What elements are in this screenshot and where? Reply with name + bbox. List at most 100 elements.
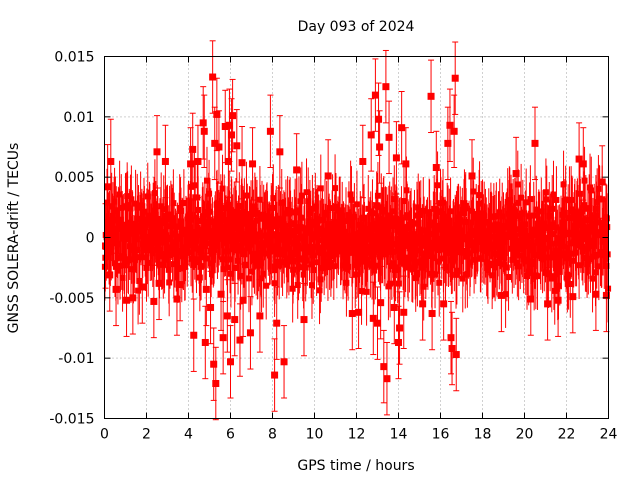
data-point-marker bbox=[369, 314, 377, 322]
data-point-marker bbox=[420, 207, 427, 214]
data-point-marker bbox=[249, 210, 256, 217]
data-point-marker bbox=[348, 310, 356, 318]
x-tick-label: 12 bbox=[348, 427, 366, 443]
data-point-marker bbox=[280, 358, 288, 366]
data-point-marker bbox=[573, 249, 580, 256]
data-point-marker bbox=[114, 267, 121, 274]
data-point-marker bbox=[503, 264, 510, 271]
data-point-marker bbox=[107, 157, 115, 165]
data-point-marker bbox=[329, 205, 336, 212]
data-point-marker bbox=[400, 245, 407, 252]
data-point-marker bbox=[453, 271, 460, 278]
data-point-marker bbox=[383, 375, 391, 383]
data-point-marker bbox=[560, 232, 567, 239]
data-point-marker bbox=[523, 199, 530, 206]
data-point-marker bbox=[176, 281, 184, 289]
dense-points-band bbox=[101, 146, 612, 328]
data-point-marker bbox=[160, 206, 167, 213]
data-point-marker bbox=[253, 258, 260, 265]
data-point-marker bbox=[111, 198, 118, 205]
data-point-marker bbox=[270, 195, 277, 202]
data-point-marker bbox=[243, 262, 250, 269]
data-point-marker bbox=[231, 316, 239, 324]
data-point-marker bbox=[388, 217, 395, 224]
data-point-marker bbox=[161, 157, 169, 165]
data-point-marker bbox=[434, 182, 441, 189]
data-point-marker bbox=[124, 202, 131, 209]
data-point-marker bbox=[266, 127, 274, 135]
data-point-marker bbox=[387, 280, 394, 287]
data-point-marker bbox=[256, 249, 263, 256]
data-point-marker bbox=[193, 237, 200, 244]
data-point-marker bbox=[112, 285, 120, 293]
data-point-marker bbox=[310, 267, 317, 274]
data-point-marker bbox=[512, 248, 519, 255]
data-point-marker bbox=[358, 288, 365, 295]
data-point-marker bbox=[225, 121, 233, 129]
data-point-marker bbox=[226, 221, 233, 228]
data-point-marker bbox=[215, 143, 223, 151]
y-tick-label: 0.005 bbox=[54, 170, 94, 186]
data-point-marker bbox=[316, 287, 323, 294]
data-point-marker bbox=[112, 260, 118, 267]
x-tick-label: 16 bbox=[432, 427, 450, 443]
data-point-marker bbox=[593, 212, 600, 219]
data-point-marker bbox=[160, 261, 167, 268]
data-point-marker bbox=[119, 221, 126, 228]
data-point-marker bbox=[199, 119, 207, 127]
data-point-marker bbox=[323, 251, 330, 258]
data-point-marker bbox=[347, 239, 354, 246]
data-point-marker bbox=[337, 207, 344, 214]
x-tick-label: 8 bbox=[268, 427, 277, 443]
data-point-marker bbox=[223, 312, 231, 320]
data-point-marker bbox=[300, 316, 308, 324]
data-point-marker bbox=[467, 250, 474, 257]
data-point-marker bbox=[371, 91, 379, 99]
data-point-marker bbox=[298, 192, 305, 199]
data-point-marker bbox=[295, 263, 302, 270]
data-point-marker bbox=[499, 213, 506, 220]
data-point-marker bbox=[568, 196, 575, 203]
data-point-marker bbox=[440, 199, 447, 206]
data-point-marker bbox=[386, 248, 393, 255]
data-point-marker bbox=[382, 83, 390, 91]
data-point-marker bbox=[187, 160, 195, 168]
data-point-marker bbox=[180, 199, 187, 206]
data-point-marker bbox=[201, 338, 209, 346]
data-point-marker bbox=[211, 139, 219, 147]
data-point-marker bbox=[202, 285, 210, 293]
data-point-marker bbox=[143, 264, 150, 271]
data-point-marker bbox=[580, 236, 587, 243]
data-point-marker bbox=[324, 172, 332, 180]
data-point-marker bbox=[503, 222, 510, 229]
data-point-marker bbox=[207, 218, 214, 225]
data-point-marker bbox=[150, 297, 158, 305]
data-point-marker bbox=[166, 279, 173, 286]
data-point-marker bbox=[260, 270, 267, 277]
data-point-marker bbox=[584, 216, 591, 223]
data-point-marker bbox=[377, 299, 385, 307]
data-point-marker bbox=[534, 273, 541, 280]
data-point-marker bbox=[545, 271, 552, 278]
data-point-marker bbox=[209, 73, 217, 81]
data-point-marker bbox=[386, 212, 393, 219]
data-point-marker bbox=[374, 192, 381, 199]
data-point-marker bbox=[394, 266, 401, 273]
data-point-marker bbox=[592, 290, 600, 298]
data-point-marker bbox=[173, 295, 181, 303]
data-point-marker bbox=[272, 267, 279, 274]
data-point-marker bbox=[221, 122, 229, 130]
data-point-marker bbox=[153, 148, 161, 156]
data-point-marker bbox=[430, 245, 437, 252]
data-point-marker bbox=[598, 178, 606, 186]
data-point-marker bbox=[581, 177, 588, 184]
x-tick-label: 2 bbox=[142, 427, 151, 443]
data-point-marker bbox=[595, 263, 602, 270]
data-point-marker bbox=[543, 196, 550, 203]
data-point-marker bbox=[227, 358, 234, 366]
data-point-marker bbox=[129, 222, 136, 229]
data-point-marker bbox=[133, 247, 140, 254]
y-tick-label: 0.01 bbox=[63, 110, 94, 126]
data-point-marker bbox=[398, 124, 406, 132]
